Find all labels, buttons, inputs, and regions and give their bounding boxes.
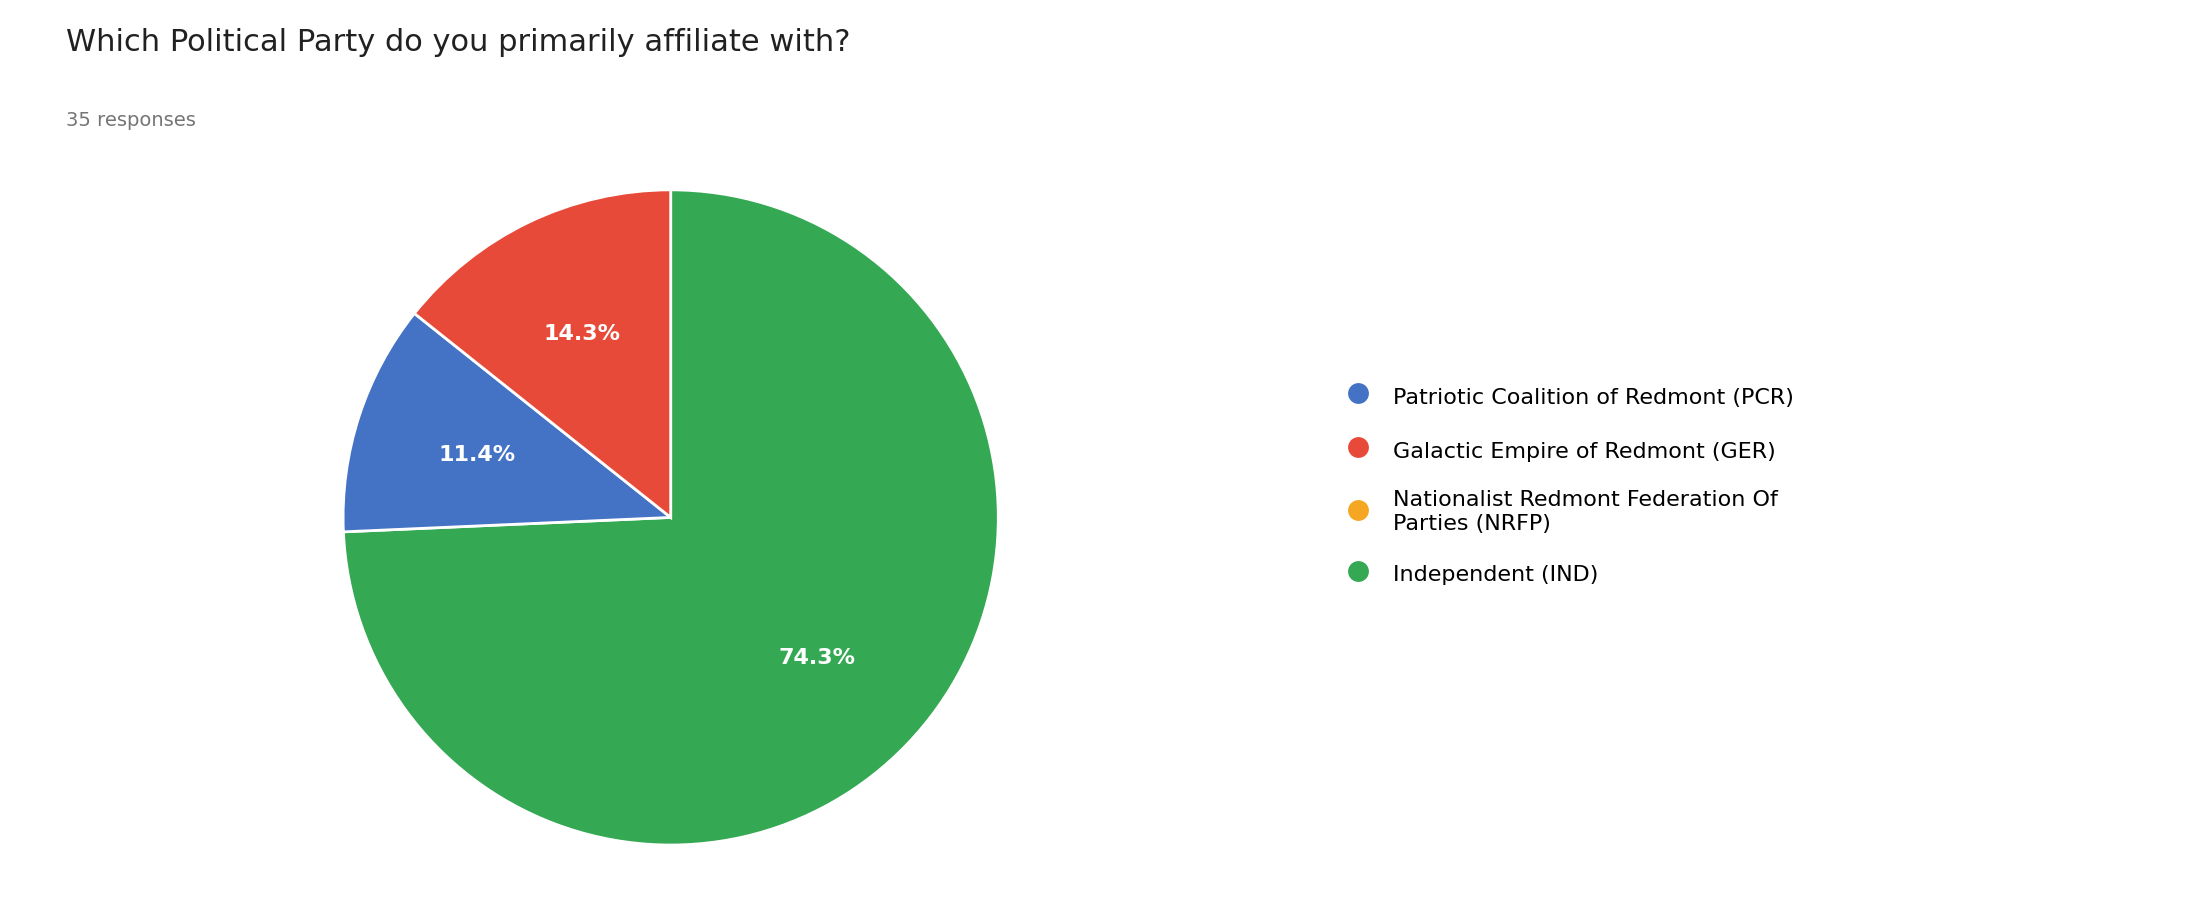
Wedge shape — [413, 189, 671, 517]
Legend: Patriotic Coalition of Redmont (PCR), Galactic Empire of Redmont (GER), National: Patriotic Coalition of Redmont (PCR), Ga… — [1330, 371, 1805, 599]
Text: 35 responses: 35 responses — [66, 111, 196, 130]
Text: 14.3%: 14.3% — [543, 324, 620, 345]
Text: 74.3%: 74.3% — [778, 648, 855, 668]
Wedge shape — [343, 313, 671, 532]
Text: Which Political Party do you primarily affiliate with?: Which Political Party do you primarily a… — [66, 28, 851, 56]
Wedge shape — [343, 189, 998, 845]
Text: 11.4%: 11.4% — [440, 444, 517, 465]
